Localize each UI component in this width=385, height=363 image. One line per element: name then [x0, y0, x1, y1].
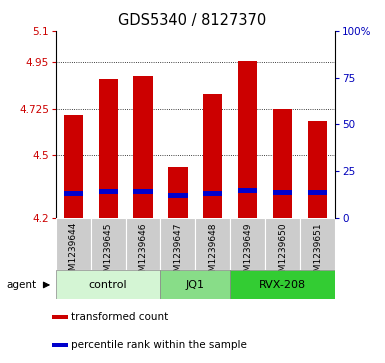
Bar: [203, 94, 223, 218]
Bar: [273, 190, 292, 195]
Bar: [52, 315, 68, 319]
Bar: [168, 167, 187, 218]
Text: percentile rank within the sample: percentile rank within the sample: [71, 340, 247, 350]
Bar: [230, 218, 265, 270]
Text: transformed count: transformed count: [71, 312, 168, 322]
Text: GSM1239644: GSM1239644: [69, 222, 78, 282]
Bar: [126, 218, 161, 270]
Bar: [238, 188, 257, 193]
Text: GSM1239645: GSM1239645: [104, 222, 113, 282]
Bar: [230, 270, 335, 299]
Bar: [308, 190, 327, 195]
Text: GSM1239648: GSM1239648: [208, 222, 218, 282]
Bar: [265, 218, 300, 270]
Text: GSM1239649: GSM1239649: [243, 222, 252, 282]
Bar: [56, 270, 161, 299]
Text: GSM1239650: GSM1239650: [278, 222, 287, 283]
Bar: [99, 189, 118, 194]
Bar: [203, 191, 223, 196]
Bar: [308, 121, 327, 218]
Bar: [56, 218, 91, 270]
Bar: [64, 115, 83, 218]
Text: GSM1239646: GSM1239646: [139, 222, 147, 282]
Bar: [273, 109, 292, 218]
Bar: [238, 61, 257, 218]
Text: JQ1: JQ1: [186, 280, 205, 290]
Bar: [64, 191, 83, 196]
Bar: [195, 218, 230, 270]
Bar: [300, 218, 335, 270]
Bar: [168, 193, 187, 198]
Bar: [161, 270, 230, 299]
Text: GSM1239647: GSM1239647: [173, 222, 182, 282]
Bar: [91, 218, 126, 270]
Bar: [161, 218, 195, 270]
Bar: [134, 76, 152, 218]
Bar: [99, 79, 118, 218]
Text: GSM1239651: GSM1239651: [313, 222, 322, 283]
Text: control: control: [89, 280, 127, 290]
Bar: [134, 189, 152, 194]
Text: agent: agent: [7, 280, 37, 290]
Text: GDS5340 / 8127370: GDS5340 / 8127370: [118, 13, 267, 28]
Text: RVX-208: RVX-208: [259, 280, 306, 290]
Bar: [52, 343, 68, 347]
